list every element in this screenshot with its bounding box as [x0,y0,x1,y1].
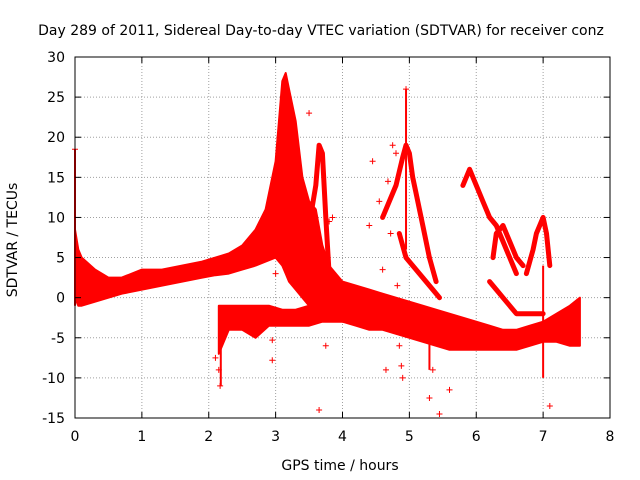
data-points [72,72,581,417]
data-point [269,337,276,344]
x-tick-label: 2 [204,429,213,445]
data-point [329,214,336,221]
y-tick-label: 5 [56,251,65,267]
y-tick-label: -10 [42,371,65,387]
y-tick-label: 20 [47,130,65,146]
data-point [316,406,323,413]
x-axis-label: GPS time / hours [281,458,398,474]
data-point [403,86,410,93]
data-point [275,250,282,257]
data-point [398,362,405,369]
data-point [306,110,313,117]
data-point [387,230,394,237]
data-point [382,366,389,373]
data-point [376,198,383,205]
sdtvar-arc [523,214,553,277]
data-point [272,270,279,277]
sdtvar-arc [273,82,312,301]
sdtvar-arc [396,231,442,301]
sdtvar-arc [460,166,519,277]
x-tick-label: 6 [472,429,481,445]
x-tick-label: 8 [606,429,615,445]
data-point [389,142,396,149]
x-tick-label: 4 [338,429,347,445]
data-point [396,342,403,349]
data-point [384,178,391,185]
data-point [436,410,443,417]
data-point [399,374,406,381]
y-tick-label: 25 [47,90,65,106]
data-point [212,354,219,361]
gridlines [75,57,610,418]
y-tick-label: 15 [47,170,65,186]
data-point [215,366,222,373]
data-point [393,150,399,157]
y-tick-label: -5 [51,331,65,347]
sdtvar-lower-band [217,300,444,355]
y-tick-label: -15 [42,411,65,427]
sdtvar-main-band [74,72,581,351]
sdtvar-arc [380,142,439,285]
data-point [269,357,276,364]
data-point [366,222,373,229]
chart-title: Day 289 of 2011, Sidereal Day-to-day VTE… [38,23,604,39]
data-point [379,266,386,273]
x-tick-label: 5 [405,429,414,445]
data-point [369,158,376,165]
y-tick-label: 10 [47,210,65,226]
x-tick-label: 1 [137,429,146,445]
data-point [394,282,401,289]
data-point [446,386,453,393]
data-point [322,342,329,349]
x-tick-label: 3 [271,429,280,445]
data-point [546,402,553,409]
data-point [426,394,433,401]
x-tick-label: 0 [71,429,80,445]
data-point [326,218,333,225]
sdtvar-arc [487,279,546,317]
data-point [429,366,436,373]
data-point [217,382,224,389]
sdtvar-arc [293,142,332,277]
y-tick-label: 30 [47,50,65,66]
y-tick-label: 0 [56,291,65,307]
y-axis-label: SDTVAR / TECUs [5,183,21,298]
sdtvar-arc [490,223,526,269]
axis-ticks: 0 1 2 3 4 5 6 7 8 -15 -10 -5 0 5 10 15 20 25 30 [42,50,614,445]
x-tick-label: 7 [539,429,548,445]
